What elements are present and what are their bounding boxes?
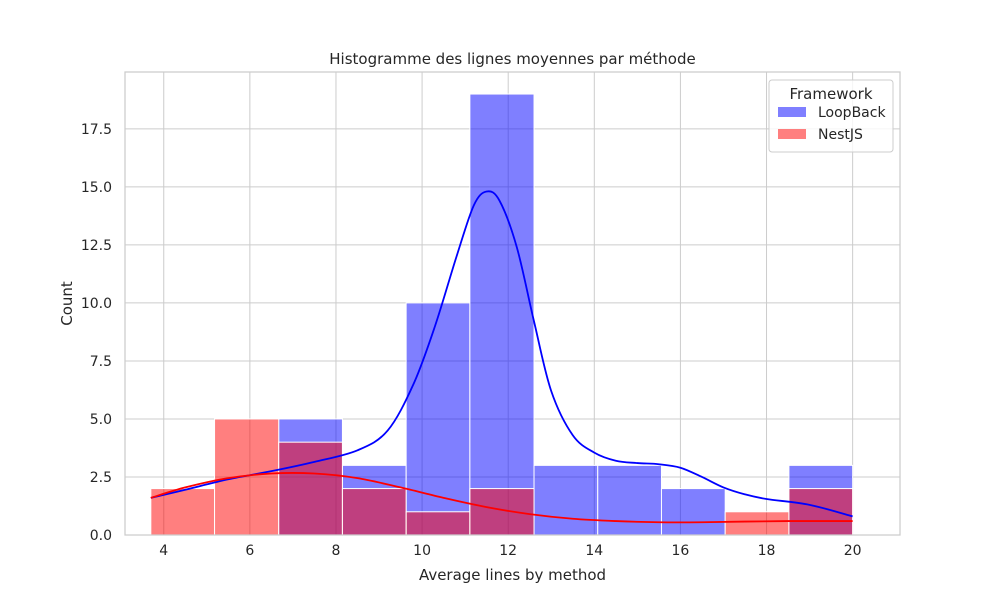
y-axis-title: Count: [58, 281, 76, 326]
x-tick-label: 10: [413, 543, 431, 559]
x-tick-label: 4: [159, 543, 168, 559]
y-tick-label: 15.0: [81, 180, 112, 196]
legend-label-nestjs: NestJS: [818, 127, 863, 143]
bar-nestjs-10: [788, 488, 854, 536]
y-tick-label: 17.5: [81, 122, 112, 138]
kde-line-nestjs: [150, 472, 853, 524]
y-tick-label: 0.0: [90, 528, 112, 544]
x-tick-label: 14: [585, 543, 603, 559]
bar-nestjs-0: [150, 488, 216, 536]
bar-loopback-5: [469, 93, 535, 536]
legend-label-loopback: LoopBack: [818, 105, 886, 121]
chart-title: Histogramme des lignes moyennes par méth…: [329, 50, 695, 68]
bar-nestjs-4: [405, 511, 471, 536]
plot-frame: [124, 71, 901, 536]
legend-title: Framework: [789, 85, 872, 103]
bar-nestjs-5: [469, 488, 535, 536]
bar-loopback-4: [405, 302, 471, 536]
x-tick-label: 6: [245, 543, 254, 559]
x-axis-ticks: 4 6 8 10 12 14 16 18 20: [159, 543, 861, 559]
y-tick-label: 12.5: [81, 238, 112, 254]
bar-nestjs-1: [214, 418, 280, 536]
bar-nestjs-9: [724, 511, 790, 536]
bar-nestjs-3: [341, 488, 407, 536]
x-axis-title: Average lines by method: [419, 566, 606, 584]
x-tick-label: 20: [844, 543, 862, 559]
kde-curves: [150, 190, 853, 524]
legend: Framework LoopBack NestJS: [768, 79, 894, 153]
y-axis-ticks: 0.0 2.5 5.0 7.5 10.0 12.5 15.0 17.5: [81, 122, 112, 544]
bar-loopback-6: [533, 464, 599, 536]
legend-swatch-nestjs: [778, 129, 806, 139]
bar-nestjs-2: [278, 441, 343, 536]
y-tick-label: 10.0: [81, 296, 112, 312]
x-tick-label: 8: [332, 543, 341, 559]
legend-swatch-loopback: [778, 107, 806, 117]
bar-loopback-7: [597, 464, 662, 536]
kde-line-loopback: [150, 190, 853, 518]
x-tick-label: 18: [758, 543, 776, 559]
y-tick-label: 7.5: [90, 354, 112, 370]
y-tick-label: 5.0: [90, 412, 112, 428]
x-tick-label: 16: [672, 543, 690, 559]
y-tick-label: 2.5: [90, 470, 112, 486]
x-tick-label: 12: [499, 543, 517, 559]
bar-loopback-8: [660, 488, 726, 536]
